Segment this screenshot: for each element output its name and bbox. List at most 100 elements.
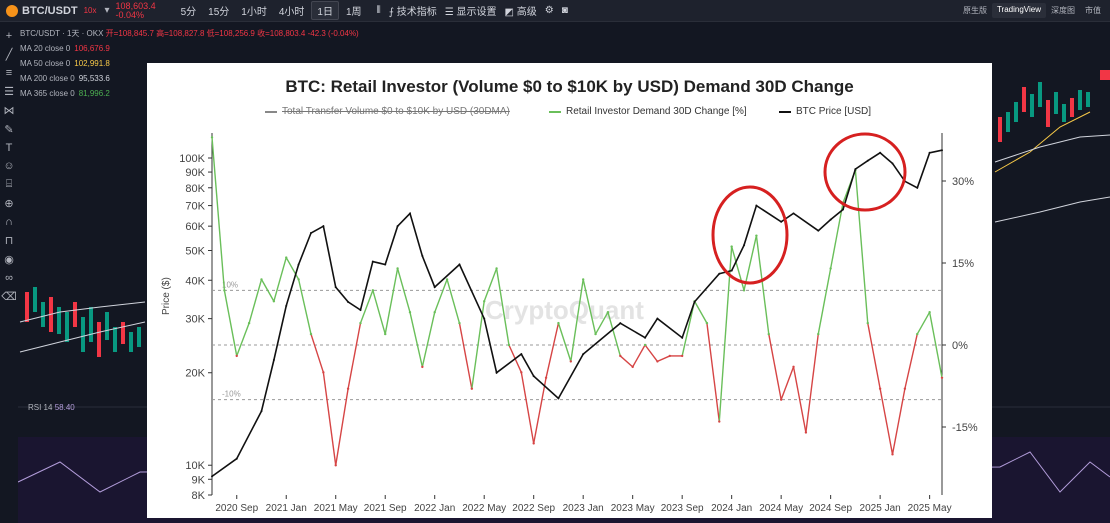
eye-icon[interactable]: ◉ bbox=[4, 254, 14, 266]
demand-change-point bbox=[483, 300, 486, 303]
zoom-icon[interactable]: ⊕ bbox=[4, 198, 14, 210]
demand-change-point bbox=[309, 332, 313, 336]
btc-price-point bbox=[879, 151, 882, 154]
x-tick-label: 2022 Jan bbox=[414, 503, 455, 514]
btc-price-point bbox=[557, 397, 560, 400]
demand-change-segment bbox=[743, 235, 758, 291]
x-tick-label: 2021 Jan bbox=[266, 503, 307, 514]
pattern-icon[interactable]: ⋈ bbox=[3, 105, 15, 117]
tf-1d[interactable]: 1日 bbox=[311, 1, 339, 20]
symbol-selector[interactable]: BTC/USDT bbox=[22, 4, 78, 17]
hline-icon[interactable]: ≡ bbox=[5, 67, 13, 79]
background-candle bbox=[1022, 87, 1026, 112]
demand-change-point bbox=[916, 332, 919, 336]
legend-label: Total Transfer Volume $0 to $10K by USD … bbox=[282, 106, 510, 117]
demand-change-point bbox=[792, 365, 795, 369]
demand-change-point bbox=[829, 267, 832, 270]
lock-icon[interactable]: ⊓ bbox=[4, 235, 14, 247]
ruler-icon[interactable]: ⌸ bbox=[5, 178, 13, 190]
crosshair-icon[interactable]: + bbox=[5, 30, 13, 42]
demand-change-point bbox=[742, 289, 746, 292]
btc-price-point bbox=[891, 162, 894, 165]
x-tick-label: 2020 Sep bbox=[215, 503, 258, 514]
demand-change-point bbox=[297, 278, 300, 281]
demand-change-segment bbox=[817, 268, 832, 335]
trendline-icon[interactable]: ╱ bbox=[5, 49, 13, 61]
demand-change-point bbox=[445, 278, 449, 281]
btc-price-point bbox=[582, 353, 585, 356]
candle-type-icon[interactable]: ⫴ bbox=[376, 5, 381, 16]
ma-row: MA 20 close 0 106,676.9 bbox=[20, 41, 359, 56]
tab-marketcap[interactable]: 市值 bbox=[1085, 6, 1101, 15]
demand-change-segment bbox=[421, 312, 436, 368]
background-candle bbox=[1006, 112, 1010, 132]
demand-change-segment bbox=[495, 268, 510, 346]
demand-change-segment bbox=[755, 235, 770, 335]
demand-change-point bbox=[507, 343, 511, 347]
magnet-icon[interactable]: ∩ bbox=[5, 216, 13, 228]
display-settings-button[interactable]: ☰ 显示设置 bbox=[444, 7, 497, 18]
left-tick-label: 80K bbox=[185, 183, 205, 195]
demand-change-point bbox=[334, 464, 337, 467]
tab-native[interactable]: 原生版 bbox=[962, 6, 987, 15]
background-candle bbox=[89, 307, 93, 342]
tf-5m[interactable]: 5分 bbox=[180, 7, 197, 18]
btc-price-point bbox=[285, 304, 288, 307]
demand-change-point bbox=[247, 321, 251, 325]
watermark: CryptoQuant bbox=[485, 295, 644, 325]
left-tick-label: 8K bbox=[192, 490, 206, 502]
trash-icon[interactable]: ⌫ bbox=[1, 291, 17, 303]
demand-change-point bbox=[458, 321, 461, 325]
background-candle bbox=[73, 302, 77, 327]
demand-change-segment bbox=[693, 300, 708, 324]
btc-price-point bbox=[520, 353, 523, 356]
legend-total-volume[interactable]: Total Transfer Volume $0 to $10K by USD … bbox=[265, 106, 510, 117]
demand-change-segment bbox=[904, 333, 918, 389]
tf-1w[interactable]: 1周 bbox=[345, 7, 362, 18]
demand-change-point bbox=[730, 245, 733, 248]
btc-price-point bbox=[829, 218, 832, 221]
tf-15m[interactable]: 15分 bbox=[208, 7, 230, 18]
tab-depth[interactable]: 深度图 bbox=[1051, 6, 1075, 15]
chevron-down-icon[interactable]: ▾ bbox=[104, 5, 110, 16]
right-tick-label: 30% bbox=[952, 176, 974, 188]
legend-btc-price[interactable]: BTC Price [USD] bbox=[779, 106, 871, 117]
indicators-button[interactable]: ⨍ 技术指标 bbox=[388, 7, 437, 18]
demand-change-point bbox=[668, 354, 671, 358]
x-tick-label: 2023 Sep bbox=[661, 503, 704, 514]
right-tick-label: 15% bbox=[952, 258, 974, 270]
brush-icon[interactable]: ✎ bbox=[4, 124, 14, 136]
emoji-icon[interactable]: ☺ bbox=[3, 160, 15, 172]
advanced-button[interactable]: ◩ 高级 bbox=[504, 7, 537, 18]
ma-label: MA 200 close 0 bbox=[20, 74, 75, 83]
fib-icon[interactable]: ☰ bbox=[4, 86, 14, 98]
btc-price-point bbox=[718, 272, 721, 275]
x-tick-label: 2025 May bbox=[908, 503, 952, 514]
demand-change-segment bbox=[607, 312, 621, 357]
btc-price-point bbox=[644, 336, 647, 339]
rsi-value: 58.40 bbox=[54, 403, 75, 412]
gear-icon[interactable]: ⚙ bbox=[544, 5, 554, 16]
demand-change-point bbox=[680, 354, 684, 358]
btc-price-point bbox=[433, 286, 436, 289]
camera-icon[interactable]: ◙ bbox=[561, 5, 568, 16]
tf-1h[interactable]: 1小时 bbox=[241, 7, 267, 18]
text-icon[interactable]: T bbox=[5, 142, 13, 154]
background-candle bbox=[1086, 92, 1090, 107]
demand-change-segment bbox=[310, 333, 325, 373]
legend-demand-change[interactable]: Retail Investor Demand 30D Change [%] bbox=[549, 106, 747, 117]
background-candle bbox=[121, 322, 125, 344]
demand-change-segment bbox=[409, 312, 424, 368]
background-candle bbox=[105, 312, 109, 340]
left-tick-label: 90K bbox=[185, 167, 205, 179]
background-candle bbox=[1038, 82, 1042, 107]
demand-change-segment bbox=[285, 257, 300, 280]
tf-4h[interactable]: 4小时 bbox=[278, 7, 305, 18]
background-candle bbox=[1070, 98, 1074, 117]
demand-change-point bbox=[272, 300, 276, 303]
tab-tradingview[interactable]: TradingView bbox=[991, 3, 1046, 18]
demand-change-point bbox=[544, 376, 548, 379]
link-icon[interactable]: ∞ bbox=[5, 272, 13, 284]
demand-change-point bbox=[606, 311, 610, 314]
